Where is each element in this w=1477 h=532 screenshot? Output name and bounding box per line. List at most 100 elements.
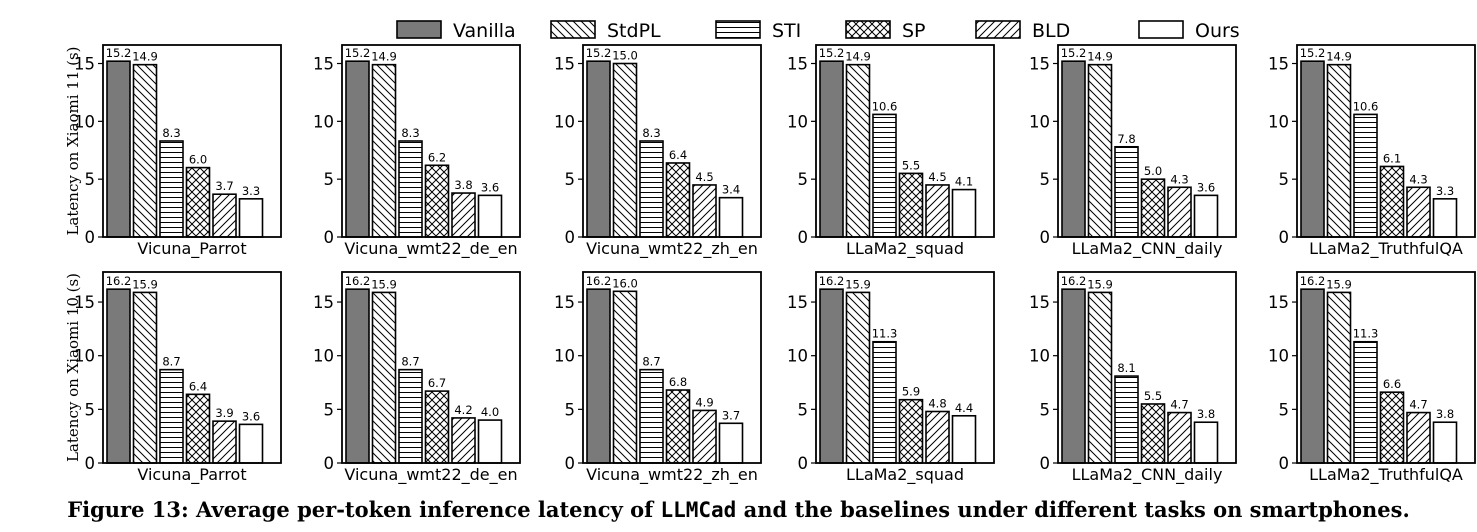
figure-caption: Figure 13: Average per-token inference l… <box>0 497 1477 522</box>
chart-panel-r1-llama2-squad: 0 5 10 15 15.2 14.9 10.6 5.5 4.5 4.1 LLaMa2_squad <box>787 44 995 259</box>
y-tick-label: 15 <box>787 55 808 74</box>
x-axis-label: LLaMa2_squad <box>846 239 964 259</box>
bar-value-label-vanilla: 15.2 <box>1300 46 1326 60</box>
y-tick-label: 15 <box>787 293 808 312</box>
bar-value-label-ours: 3.6 <box>1197 180 1215 194</box>
x-axis-label: LLaMa2_CNN_daily <box>1072 465 1223 485</box>
bar-stdpl <box>845 291 871 464</box>
x-axis-label: Vicuna_wmt22_zh_en <box>586 239 758 259</box>
y-tick-label: 15 <box>313 293 334 312</box>
bar-stdpl <box>132 63 158 238</box>
y-tick-label: 5 <box>565 170 576 189</box>
bar-ours <box>477 194 503 238</box>
y-tick-label: 10 <box>1029 347 1050 366</box>
y-tick-label: 5 <box>324 400 335 419</box>
bar-value-label-ours: 4.4 <box>955 401 973 415</box>
bar-value-label-sti: 10.6 <box>1353 99 1379 113</box>
y-tick-label: 10 <box>74 112 95 131</box>
bar-value-label-sti: 7.8 <box>1117 132 1135 146</box>
bar-value-label-vanilla: 16.2 <box>586 274 612 288</box>
bar-value-label-vanilla: 16.2 <box>345 274 371 288</box>
bar-value-label-ours: 3.8 <box>1436 407 1454 421</box>
bar-ours <box>238 423 264 464</box>
bar-value-label-sp: 5.5 <box>902 158 920 172</box>
bar-value-label-bld: 3.8 <box>454 178 472 192</box>
caption-system-name: LLMCad <box>660 498 737 522</box>
bar-value-label-sp: 6.8 <box>669 375 687 389</box>
bar-sp <box>898 172 924 238</box>
bar-value-label-sp: 5.0 <box>1144 164 1162 178</box>
bar-value-label-ours: 3.6 <box>242 409 260 423</box>
chart-panel-r1-vicuna-wmt22-zh-en: 0 5 10 15 15.2 15.0 8.3 6.4 4.5 3.4 Vicuna_wmt22_z… <box>554 44 762 259</box>
plot-frame <box>815 44 995 238</box>
bar-sti <box>159 368 184 464</box>
bar-value-label-sti: 11.3 <box>872 327 898 341</box>
y-tick-label: 10 <box>1268 112 1289 131</box>
plot-frame <box>1296 44 1476 238</box>
y-tick-label: 10 <box>313 347 334 366</box>
chart-panel-r2-vicuna-wmt22-zh-en: 0 5 10 15 16.2 16.0 8.7 6.8 4.9 3.7 Vicuna_wmt22_z… <box>554 271 762 485</box>
bar-value-label-sp: 5.9 <box>902 385 920 399</box>
legend-label-vanilla: Vanilla <box>453 20 516 42</box>
bar-value-label-sti: 8.3 <box>401 126 419 140</box>
y-tick-label: 5 <box>798 170 809 189</box>
bar-value-label-sti: 8.3 <box>642 126 660 140</box>
plot-frame <box>815 271 995 464</box>
y-axis-label-row-2: Latency on Xiaomi 10 (s) <box>64 273 82 462</box>
chart-panel-r1-vicuna-parrot: 0 5 10 15 15.2 14.9 8.3 6.0 3.7 3.3 Vicuna_Parrot <box>74 44 282 259</box>
legend-label-sp: SP <box>902 20 926 42</box>
bar-sti <box>1353 113 1378 238</box>
bar-value-label-ours: 4.0 <box>481 405 499 419</box>
bar-value-label-stdpl: 14.9 <box>132 50 158 64</box>
legend-swatch-bld <box>975 20 1021 39</box>
bar-bld <box>925 184 950 238</box>
bar-sti <box>639 368 664 464</box>
y-tick-label: 5 <box>1040 170 1051 189</box>
bar-value-label-bld: 4.7 <box>1170 398 1188 412</box>
bar-value-label-bld: 3.9 <box>215 406 233 420</box>
bar-value-label-ours: 3.7 <box>722 408 740 422</box>
legend-swatch-ours <box>1138 20 1184 39</box>
bar-bld <box>451 417 476 464</box>
plot-frame <box>1057 44 1237 238</box>
plot-frame <box>1296 271 1476 464</box>
bar-value-label-bld: 4.9 <box>695 395 713 409</box>
caption-prefix: Figure 13: Average per-token inference l… <box>67 497 661 522</box>
y-tick-label: 0 <box>565 228 576 247</box>
y-tick-label: 10 <box>1029 112 1050 131</box>
chart-panel-r2-llama2-truthfulqa: 0 5 10 15 16.2 15.9 11.3 6.6 4.7 3.8 LLaMa2_Truthf… <box>1268 271 1476 485</box>
bar-value-label-stdpl: 15.9 <box>132 277 158 291</box>
bar-ours <box>1432 421 1458 464</box>
bar-sti <box>398 368 423 464</box>
bar-stdpl <box>1087 291 1113 464</box>
bar-value-label-bld: 4.3 <box>1409 172 1427 186</box>
y-tick-label: 10 <box>554 112 575 131</box>
bar-stdpl <box>1326 291 1352 464</box>
bar-sti <box>1114 145 1139 238</box>
y-tick-label: 0 <box>798 454 809 473</box>
y-tick-label: 15 <box>1268 293 1289 312</box>
legend: Vanilla StdPL STI SP BLD Ours <box>396 20 1240 42</box>
bar-value-label-sp: 6.7 <box>428 376 446 390</box>
bar-vanilla <box>1300 60 1325 238</box>
y-tick-label: 15 <box>554 293 575 312</box>
bar-value-label-sti: 8.3 <box>162 126 180 140</box>
y-tick-label: 5 <box>85 170 96 189</box>
bar-value-label-vanilla: 16.2 <box>106 274 132 288</box>
bar-sp <box>665 162 691 238</box>
y-tick-label: 0 <box>798 228 809 247</box>
bar-sti <box>1353 340 1378 464</box>
bar-sp <box>185 393 211 464</box>
y-tick-label: 0 <box>1040 454 1051 473</box>
y-tick-label: 5 <box>85 400 96 419</box>
bar-bld <box>925 410 950 464</box>
plot-frame <box>341 44 521 238</box>
bar-value-label-vanilla: 15.2 <box>345 46 371 60</box>
bar-bld <box>1406 186 1431 238</box>
y-tick-label: 15 <box>1029 293 1050 312</box>
bar-value-label-stdpl: 15.9 <box>845 277 871 291</box>
bar-ours <box>477 419 503 464</box>
chart-panel-r1-vicuna-wmt22-de-en: 0 5 10 15 15.2 14.9 8.3 6.2 3.8 3.6 Vicuna_wmt22_d… <box>313 44 521 259</box>
x-axis-label: Vicuna_Parrot <box>137 239 246 259</box>
bar-vanilla <box>345 288 370 464</box>
